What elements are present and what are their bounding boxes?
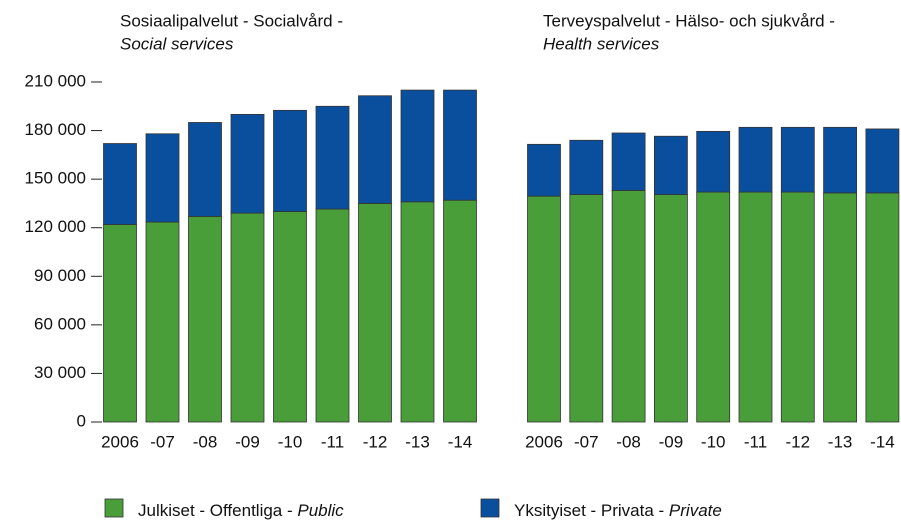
x-tick-label: -09 <box>235 432 260 451</box>
panel-subtitle: Social services <box>120 34 234 53</box>
y-tick-label: 180 000 <box>25 120 86 139</box>
bar-segment <box>654 135 688 195</box>
panel-subtitle: Health services <box>543 34 660 53</box>
bar-segment <box>103 143 137 225</box>
bar-segment <box>823 126 857 194</box>
bar-segment <box>188 215 222 423</box>
bar-segment <box>273 211 307 423</box>
bar-segment <box>358 95 392 204</box>
x-tick-label: -08 <box>193 432 218 451</box>
x-tick-label: -08 <box>616 432 641 451</box>
y-tick-label: 60 000 <box>34 314 86 333</box>
bar-segment <box>400 201 435 423</box>
bar-segment <box>569 194 604 423</box>
panel-title: Sosiaalipalvelut - Socialvård - <box>120 11 343 30</box>
x-tick-label: -09 <box>659 432 684 451</box>
bar-segment <box>696 130 731 193</box>
x-tick-label: 2006 <box>101 432 139 451</box>
bar-segment <box>230 113 265 214</box>
bar-segment <box>823 192 857 423</box>
x-tick-label: -13 <box>405 432 430 451</box>
y-tick-label: 150 000 <box>25 169 86 188</box>
y-tick-label: 120 000 <box>25 217 86 236</box>
x-tick-label: -14 <box>870 432 895 451</box>
bar-segment <box>738 191 773 423</box>
y-tick-label: 0 <box>77 411 86 430</box>
panel-title: Terveyspalvelut - Hälso- och sjukvård - <box>543 11 835 30</box>
x-tick-label: -14 <box>448 432 473 451</box>
bar-segment <box>443 199 477 423</box>
legend-swatch <box>104 498 124 518</box>
x-tick-label: -11 <box>744 432 767 451</box>
bar-segment <box>315 208 350 423</box>
bar-segment <box>865 128 900 194</box>
x-tick-label: -12 <box>786 432 811 451</box>
bar-segment <box>738 126 773 193</box>
bar-segment <box>188 122 222 217</box>
bar-segment <box>696 191 731 423</box>
bar-segment <box>654 194 688 423</box>
bar-segment <box>569 139 604 195</box>
bar-segment <box>145 133 180 223</box>
x-tick-label: -10 <box>701 432 726 451</box>
bar-segment <box>780 191 815 423</box>
x-tick-label: 2006 <box>525 432 563 451</box>
y-tick-label: 210 000 <box>25 71 86 90</box>
legend-label: Julkiset - Offentliga - Public <box>138 501 344 520</box>
legend-swatch <box>480 498 500 518</box>
legend-label: Yksityiset - Privata - Private <box>514 501 722 520</box>
bar-segment <box>611 132 646 191</box>
bar-segment <box>527 195 561 423</box>
bar-segment <box>315 105 350 210</box>
x-tick-label: -11 <box>321 432 344 451</box>
x-tick-label: -13 <box>828 432 853 451</box>
bar-segment <box>103 224 137 423</box>
bar-segment <box>527 143 561 197</box>
bar-segment <box>230 212 265 423</box>
bar-segment <box>443 89 477 201</box>
bar-segment <box>273 109 307 212</box>
x-tick-label: -12 <box>363 432 388 451</box>
bar-segment <box>358 203 392 423</box>
bar-segment <box>145 221 180 423</box>
bar-segment <box>400 89 435 203</box>
x-tick-label: -07 <box>150 432 175 451</box>
bar-segment <box>780 126 815 193</box>
y-tick-label: 90 000 <box>34 266 86 285</box>
bar-segment <box>611 190 646 423</box>
bar-segment <box>865 192 900 423</box>
x-tick-label: -07 <box>574 432 599 451</box>
y-tick-label: 30 000 <box>34 363 86 382</box>
x-tick-label: -10 <box>278 432 303 451</box>
